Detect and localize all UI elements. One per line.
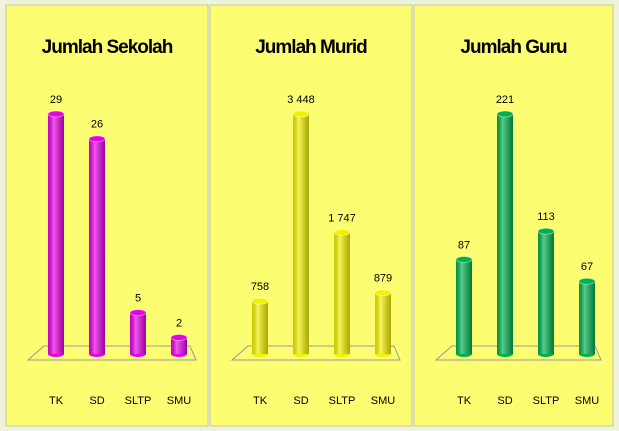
bar-top — [88, 135, 106, 143]
data-label: 29 — [50, 94, 62, 106]
bar-top — [374, 289, 392, 297]
bar-group — [170, 334, 188, 357]
bar-top — [537, 227, 555, 235]
bar-shade — [497, 114, 513, 354]
chart-title: Jumlah Murid — [255, 37, 367, 58]
bar-shade — [89, 138, 105, 354]
bar-top — [292, 110, 310, 118]
panel-background — [413, 4, 614, 427]
bar-top — [170, 334, 188, 341]
bar-group — [88, 135, 106, 357]
data-label: 113 — [537, 211, 555, 223]
bar-top — [496, 110, 514, 118]
bar-shade — [171, 337, 187, 354]
data-label: 26 — [91, 119, 103, 131]
bar-group — [292, 110, 310, 357]
x-tick-label: TK — [253, 395, 268, 407]
chart-panel: Jumlah Murid 758 TK 3 448 SD 1 747 SLTP 879 SMU — [209, 4, 413, 427]
x-tick-label: SMU — [371, 395, 396, 407]
bar-top — [47, 110, 65, 118]
bar-group — [578, 277, 596, 357]
bar-shade — [252, 301, 268, 354]
bar-shade — [579, 281, 595, 354]
data-label: 1 747 — [328, 212, 356, 224]
x-tick-label: SLTP — [329, 395, 356, 407]
chart-panel: Jumlah Guru 87 TK 221 SD 113 SLTP 67 SMU — [413, 4, 614, 427]
data-label: 3 448 — [287, 94, 315, 106]
bar-shade — [334, 232, 350, 354]
bar-shade — [48, 114, 64, 354]
bar-group — [537, 227, 555, 357]
bar-group — [47, 110, 65, 357]
bar-top — [578, 277, 596, 285]
bar-top — [333, 228, 351, 236]
chart-title: Jumlah Guru — [460, 37, 567, 58]
bar-group — [374, 289, 392, 357]
floor — [26, 345, 197, 361]
data-label: 221 — [496, 94, 514, 106]
data-label: 5 — [135, 293, 141, 305]
bar-group — [496, 110, 514, 357]
x-tick-label: SMU — [167, 395, 192, 407]
x-tick-label: SD — [89, 395, 104, 407]
panel-background — [5, 4, 209, 427]
x-tick-label: TK — [457, 395, 472, 407]
bar-top — [129, 309, 147, 317]
data-label: 87 — [458, 239, 470, 251]
x-tick-label: SMU — [575, 395, 600, 407]
x-tick-label: SLTP — [533, 395, 560, 407]
x-tick-label: SD — [497, 395, 512, 407]
chart-title: Jumlah Sekolah — [42, 37, 173, 58]
bar-shade — [130, 312, 146, 354]
data-label: 879 — [374, 273, 392, 285]
floor — [230, 345, 401, 361]
bar-shade — [456, 259, 472, 354]
panel-background — [209, 4, 413, 427]
bar-group — [129, 309, 147, 357]
bar-group — [333, 228, 351, 357]
x-tick-label: SLTP — [125, 395, 152, 407]
bar-top — [251, 297, 269, 305]
data-label: 67 — [581, 261, 593, 273]
bar-top — [455, 256, 473, 263]
x-tick-label: TK — [49, 395, 64, 407]
data-label: 758 — [251, 281, 269, 293]
chart-panel: Jumlah Sekolah 29 TK 26 SD 5 SLTP 2 SMU — [5, 4, 209, 427]
bar-shade — [375, 292, 391, 354]
bar-group — [455, 256, 473, 357]
bar-shade — [538, 231, 554, 354]
bar-shade — [293, 114, 309, 354]
bar-group — [251, 297, 269, 357]
x-tick-label: SD — [293, 395, 308, 407]
data-label: 2 — [176, 317, 182, 329]
